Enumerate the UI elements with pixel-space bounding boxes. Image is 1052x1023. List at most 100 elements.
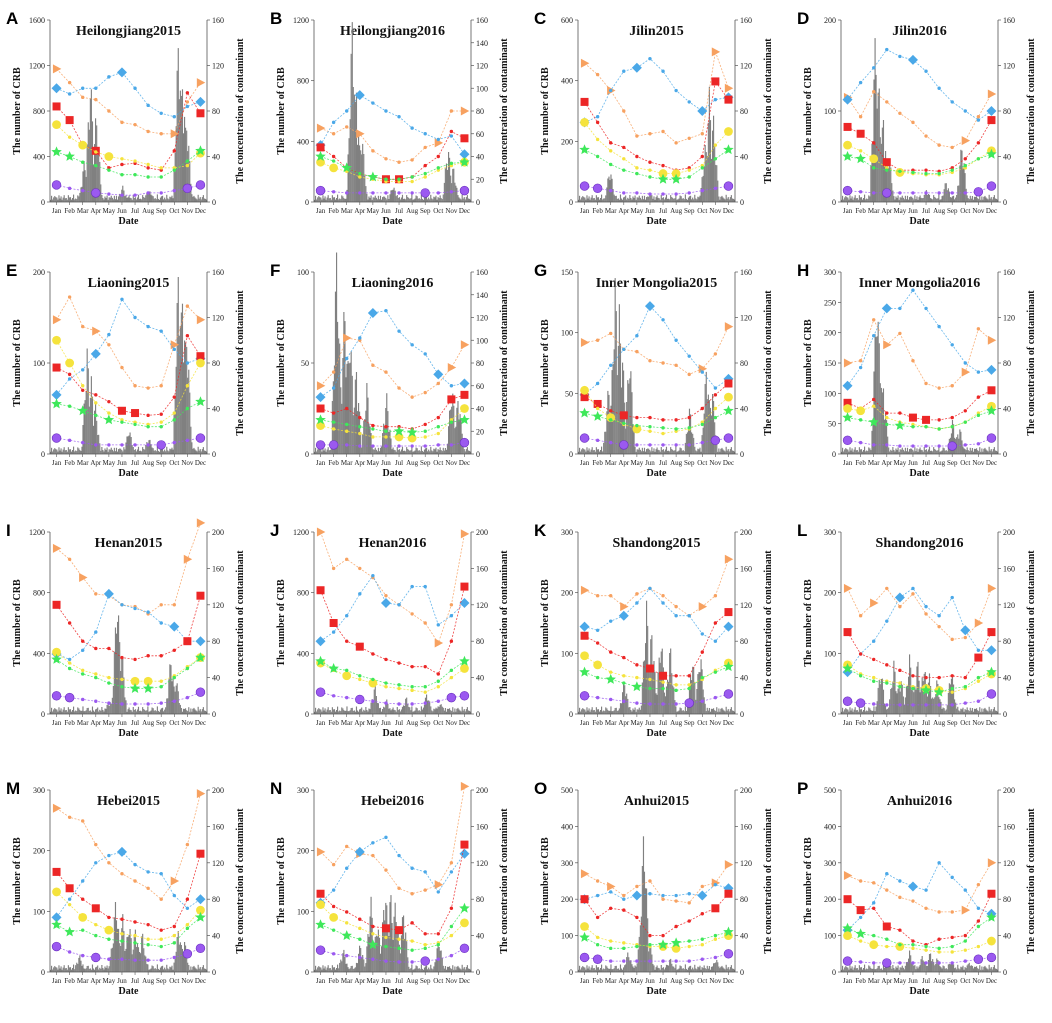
crb-bar — [997, 969, 999, 972]
series-point — [436, 415, 440, 420]
crb-bar — [951, 196, 954, 202]
left-tick-label: 100 — [297, 907, 309, 916]
month-label: Jun — [645, 207, 655, 215]
right-tick-label: 100 — [476, 84, 488, 93]
crb-bar — [454, 182, 456, 202]
series-point — [397, 177, 401, 181]
crb-bar — [378, 937, 381, 972]
crb-bar — [97, 965, 99, 972]
sphere-marker — [947, 441, 957, 451]
crb-bar — [680, 196, 682, 202]
series-point — [661, 702, 665, 706]
series-point — [397, 444, 401, 448]
crb-bar — [342, 358, 344, 454]
series-point — [81, 697, 85, 702]
crb-bar — [887, 164, 889, 202]
triangle-marker — [356, 129, 365, 139]
series-point — [924, 444, 928, 448]
series-point — [185, 695, 190, 700]
crb-bar — [60, 966, 62, 972]
crb-bar — [163, 199, 165, 202]
crb-bar — [597, 709, 600, 714]
crb-bar — [388, 936, 390, 972]
series-point — [185, 304, 190, 308]
crb-bar — [171, 195, 173, 202]
crb-bar — [417, 968, 419, 972]
crb-bar — [947, 692, 949, 714]
series-point — [371, 841, 375, 845]
series-point — [371, 423, 375, 428]
crb-bar — [940, 701, 942, 714]
series-line — [584, 149, 729, 180]
month-label: May — [893, 207, 906, 215]
crb-bar — [463, 449, 465, 454]
crb-bar — [656, 694, 658, 714]
crb-bar — [361, 154, 363, 202]
series-point — [449, 870, 454, 874]
crb-bar — [189, 392, 191, 454]
month-label: May — [630, 459, 643, 467]
crb-bar — [125, 195, 127, 202]
crb-bar — [446, 708, 449, 714]
series-point — [622, 674, 626, 678]
month-label: Jul — [395, 719, 403, 727]
crb-bar — [63, 195, 65, 202]
crb-bar — [716, 440, 718, 454]
crb-bar — [58, 965, 60, 972]
series-point — [700, 440, 704, 445]
crb-bar — [625, 964, 627, 972]
month-label: May — [630, 207, 643, 215]
month-label: Oct — [697, 207, 707, 215]
crb-bar — [899, 197, 901, 202]
crb-bar — [77, 447, 79, 454]
crb-bar — [965, 450, 967, 454]
crb-bar — [596, 449, 598, 454]
crb-bar — [125, 948, 127, 972]
sphere-marker — [882, 188, 892, 198]
crb-bar — [674, 968, 676, 972]
crb-bar — [316, 199, 318, 202]
series-point — [911, 961, 915, 965]
crb-bar — [596, 967, 598, 972]
panel-letter: O — [534, 779, 547, 798]
star-marker — [986, 666, 997, 677]
crb-bar — [858, 195, 860, 202]
series-line — [56, 340, 201, 425]
crb-bar — [201, 709, 203, 714]
crb-bar — [670, 447, 672, 454]
crb-bar — [605, 431, 607, 454]
month-label: Nov — [972, 207, 985, 215]
square-marker — [52, 363, 61, 372]
crb-bar — [460, 711, 462, 714]
triangle-marker — [974, 618, 984, 628]
crb-bar — [931, 450, 933, 454]
series-line — [847, 957, 992, 964]
circle-marker — [580, 651, 589, 661]
crb-bar — [872, 141, 874, 202]
series-line — [56, 150, 201, 178]
crb-bar — [943, 966, 945, 972]
crb-bar — [104, 708, 106, 714]
left-tick-label: 0 — [41, 450, 45, 459]
series-point — [976, 413, 981, 418]
crb-bar — [991, 451, 993, 454]
crb-bar — [189, 969, 191, 972]
crb-bar — [136, 197, 139, 202]
crb-bar — [588, 708, 590, 714]
crb-bar — [332, 709, 334, 714]
series-point — [81, 440, 85, 445]
month-label: Nov — [972, 459, 985, 467]
series-point — [858, 149, 863, 153]
crb-bar — [102, 968, 104, 972]
month-label: Nov — [445, 719, 458, 727]
crb-bar — [67, 195, 69, 202]
sphere-marker — [51, 180, 62, 190]
crb-bar — [913, 692, 915, 714]
crb-bar — [443, 450, 445, 454]
chart-title: Henan2016 — [359, 536, 427, 551]
series-point — [963, 157, 967, 161]
contaminant-series — [52, 518, 206, 616]
crb-bar — [180, 95, 182, 202]
right-tick-label: 40 — [1003, 405, 1011, 414]
month-label: Oct — [697, 977, 707, 985]
